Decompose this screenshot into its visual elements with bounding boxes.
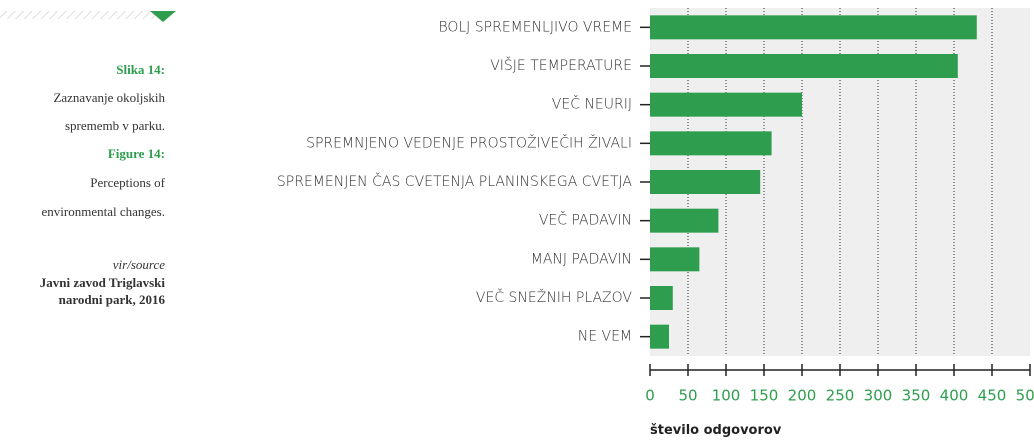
bar — [650, 170, 761, 194]
bar — [650, 54, 958, 78]
bar — [650, 286, 673, 310]
source: Javni zavod Triglavski — [40, 275, 166, 290]
bar — [650, 247, 700, 272]
triangle-deco — [150, 11, 176, 22]
x-tick-label: 500 — [1016, 387, 1034, 405]
bar — [650, 131, 772, 156]
x-axis-label: število odgovorov — [650, 423, 782, 438]
y-tick-label: SPREMNJENO VEDENJE PROSTOŽIVEČIH ŽIVALI — [306, 133, 632, 151]
y-tick-label: VEČ SNEŽNIH PLAZOV — [476, 288, 633, 306]
x-tick-label: 200 — [788, 387, 817, 405]
x-tick-label: 0 — [645, 387, 655, 405]
caption: environmental changes. — [42, 204, 165, 219]
y-tick-label: BOLJ SPREMENLJIVO VREME — [438, 19, 632, 35]
y-tick-label: NE VEM — [578, 329, 632, 345]
source-label: vir/source — [113, 257, 165, 272]
y-tick-label: SPREMENJEN ČAS CVETENJA PLANINSKEGA CVET… — [277, 172, 633, 190]
caption: Zaznavanje okoljskih — [53, 90, 165, 105]
caption: Perceptions of — [90, 175, 165, 190]
caption: sprememb v parku. — [65, 118, 165, 133]
x-tick-label: 50 — [678, 387, 697, 405]
x-tick-label: 100 — [712, 387, 741, 405]
stripe-deco — [0, 11, 160, 19]
y-tick-label: VEČ PADAVIN — [539, 211, 632, 229]
x-tick-label: 300 — [864, 387, 893, 405]
bar — [650, 92, 802, 117]
bar — [650, 324, 669, 349]
y-tick-label: MANJ PADAVIN — [531, 251, 632, 267]
y-tick-label: VEČ NEURIJ — [552, 95, 632, 113]
source: narodni park, 2016 — [59, 292, 166, 307]
x-tick-label: 450 — [978, 387, 1007, 405]
x-tick-label: 350 — [902, 387, 931, 405]
x-tick-label: 250 — [826, 387, 855, 405]
figure-label: Slika 14: — [116, 62, 165, 77]
bar — [650, 208, 719, 233]
bar — [650, 15, 977, 40]
y-tick-label: VIŠJE TEMPERATURE — [490, 56, 632, 74]
figure-label: Figure 14: — [108, 146, 165, 161]
x-tick-label: 150 — [750, 387, 779, 405]
x-tick-label: 400 — [940, 387, 969, 405]
